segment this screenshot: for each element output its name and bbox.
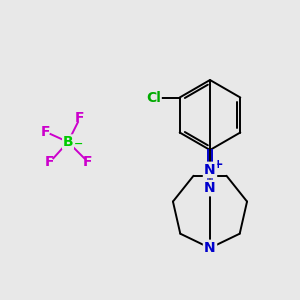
Text: B: B [63,135,73,149]
Text: Cl: Cl [146,91,161,104]
Text: F: F [75,111,85,125]
Text: F: F [45,155,55,169]
Text: +: + [213,158,223,172]
Text: −: − [74,139,83,149]
Text: F: F [83,155,93,169]
Text: N: N [204,181,216,195]
Text: N: N [204,241,216,255]
Text: N: N [204,163,216,177]
Text: F: F [41,125,51,139]
